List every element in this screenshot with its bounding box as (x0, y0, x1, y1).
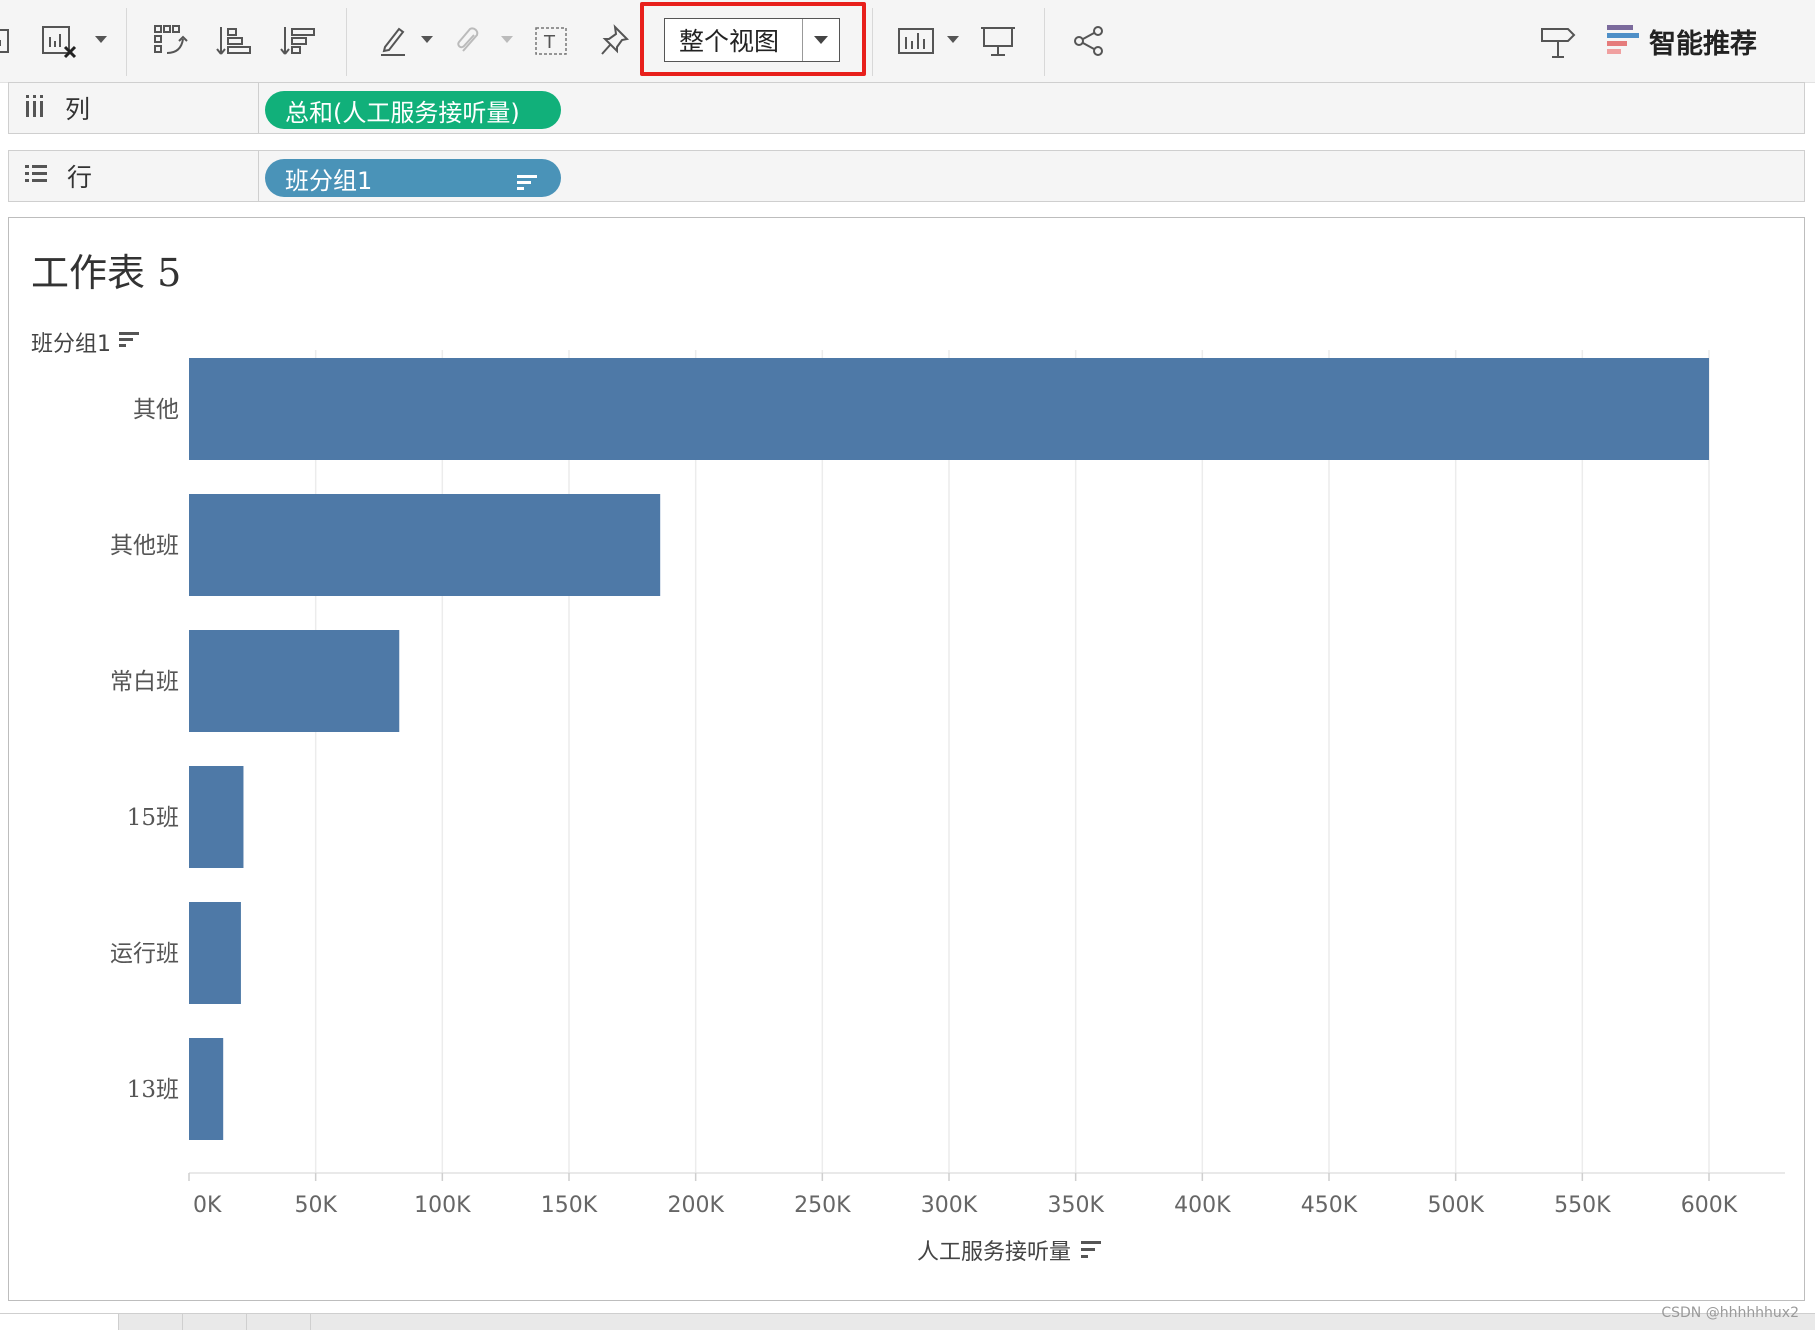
measure-pill-label: 总和(人工服务接听量) (285, 98, 520, 127)
watermark: CSDN @hhhhhhux2 (1661, 1305, 1799, 1321)
category-label: 其他 (133, 397, 179, 423)
toolbar-divider (1044, 8, 1045, 76)
share-icon[interactable] (1066, 18, 1112, 64)
show-me-label: 智能推荐 (1649, 28, 1757, 60)
sheet-tab[interactable] (246, 1314, 311, 1330)
row-field-header[interactable]: 班分组1 (31, 326, 141, 358)
columns-icon (23, 93, 47, 123)
columns-shelf: 列 总和(人工服务接听量) (8, 82, 1805, 134)
x-tick-label: 450K (1301, 1193, 1358, 1218)
highlight-pen-icon[interactable] (370, 18, 416, 64)
bar[interactable] (189, 1038, 224, 1140)
bar[interactable] (189, 630, 400, 732)
columns-shelf-label: 列 (65, 95, 91, 124)
text-box-icon[interactable]: T (528, 18, 574, 64)
fit-view-value: 整个视图 (679, 27, 780, 56)
attachment-icon[interactable] (446, 18, 492, 64)
chevron-down-icon (501, 36, 513, 43)
x-tick-label: 550K (1554, 1193, 1611, 1218)
svg-text:T: T (543, 32, 556, 53)
x-tick-label: 100K (414, 1193, 471, 1218)
toolbar-divider (872, 8, 873, 76)
bar[interactable] (189, 358, 1709, 460)
toolbar-divider (346, 8, 347, 76)
bar[interactable] (189, 766, 244, 868)
show-me-button[interactable]: 智能推荐 (1605, 18, 1757, 64)
toolbar-divider (126, 8, 127, 76)
category-label: 常白班 (110, 669, 179, 695)
pin-icon[interactable] (592, 18, 638, 64)
x-tick-label: 200K (667, 1193, 724, 1218)
rows-shelf: 行 班分组1 (8, 150, 1805, 202)
sort-ascending-icon[interactable] (212, 18, 258, 64)
x-tick-label: 600K (1681, 1193, 1738, 1218)
x-tick-label: 50K (294, 1193, 337, 1218)
x-tick-label: 150K (541, 1193, 598, 1218)
x-tick-label: 300K (921, 1193, 978, 1218)
rows-icon (23, 162, 49, 190)
rows-shelf-label: 行 (67, 163, 93, 192)
measure-pill[interactable]: 总和(人工服务接听量) (265, 91, 561, 129)
swap-rows-columns-icon[interactable] (148, 18, 194, 64)
category-label: 运行班 (110, 941, 179, 967)
chevron-down-icon[interactable] (802, 19, 839, 61)
sort-icon[interactable] (517, 170, 539, 198)
dimension-pill[interactable]: 班分组1 (265, 159, 561, 197)
x-tick-label: 0K (193, 1193, 222, 1218)
sheet-tab[interactable] (0, 1314, 119, 1330)
rows-shelf-header: 行 (9, 151, 259, 201)
sheet-tab[interactable] (182, 1314, 247, 1330)
category-label: 其他班 (110, 533, 179, 559)
sheet-tab[interactable] (118, 1314, 183, 1330)
category-label: 15班 (127, 805, 179, 831)
show-me-icon (1605, 23, 1639, 59)
bar[interactable] (189, 494, 661, 596)
sheet-title: 工作表 5 (31, 251, 182, 295)
x-tick-label: 350K (1047, 1193, 1104, 1218)
chart-icon[interactable] (0, 18, 24, 64)
category-label: 13班 (127, 1077, 179, 1103)
fit-view-select[interactable]: 整个视图 (664, 18, 840, 62)
sort-icon[interactable] (1081, 1241, 1101, 1258)
chevron-down-icon[interactable] (947, 36, 959, 43)
x-tick-label: 500K (1427, 1193, 1484, 1218)
toolbar: T 整个视图 智能推荐 (0, 0, 1815, 83)
sort-descending-icon[interactable] (276, 18, 322, 64)
row-field-label: 班分组1 (31, 332, 111, 357)
dimension-pill-label: 班分组1 (285, 166, 373, 195)
x-tick-label: 250K (794, 1193, 851, 1218)
x-tick-label: 400K (1174, 1193, 1231, 1218)
presentation-mode-icon[interactable] (975, 18, 1021, 64)
sort-icon[interactable] (119, 330, 141, 355)
show-labels-icon[interactable] (893, 18, 939, 64)
x-axis-label: 人工服务接听量 (917, 1240, 1071, 1265)
chevron-down-icon[interactable] (95, 36, 107, 43)
chevron-down-icon[interactable] (421, 36, 433, 43)
bar[interactable] (189, 902, 241, 1004)
sheet-tab-strip (0, 1313, 1815, 1330)
signpost-icon[interactable] (1535, 18, 1581, 64)
highlight-annotation-box (640, 2, 866, 76)
clear-sheet-icon[interactable] (36, 18, 82, 64)
columns-shelf-header: 列 (9, 83, 259, 133)
worksheet: 工作表 5 班分组1 其他其他班常白班 15班运行班 13班 0K 50K 100K 150… (8, 217, 1805, 1301)
